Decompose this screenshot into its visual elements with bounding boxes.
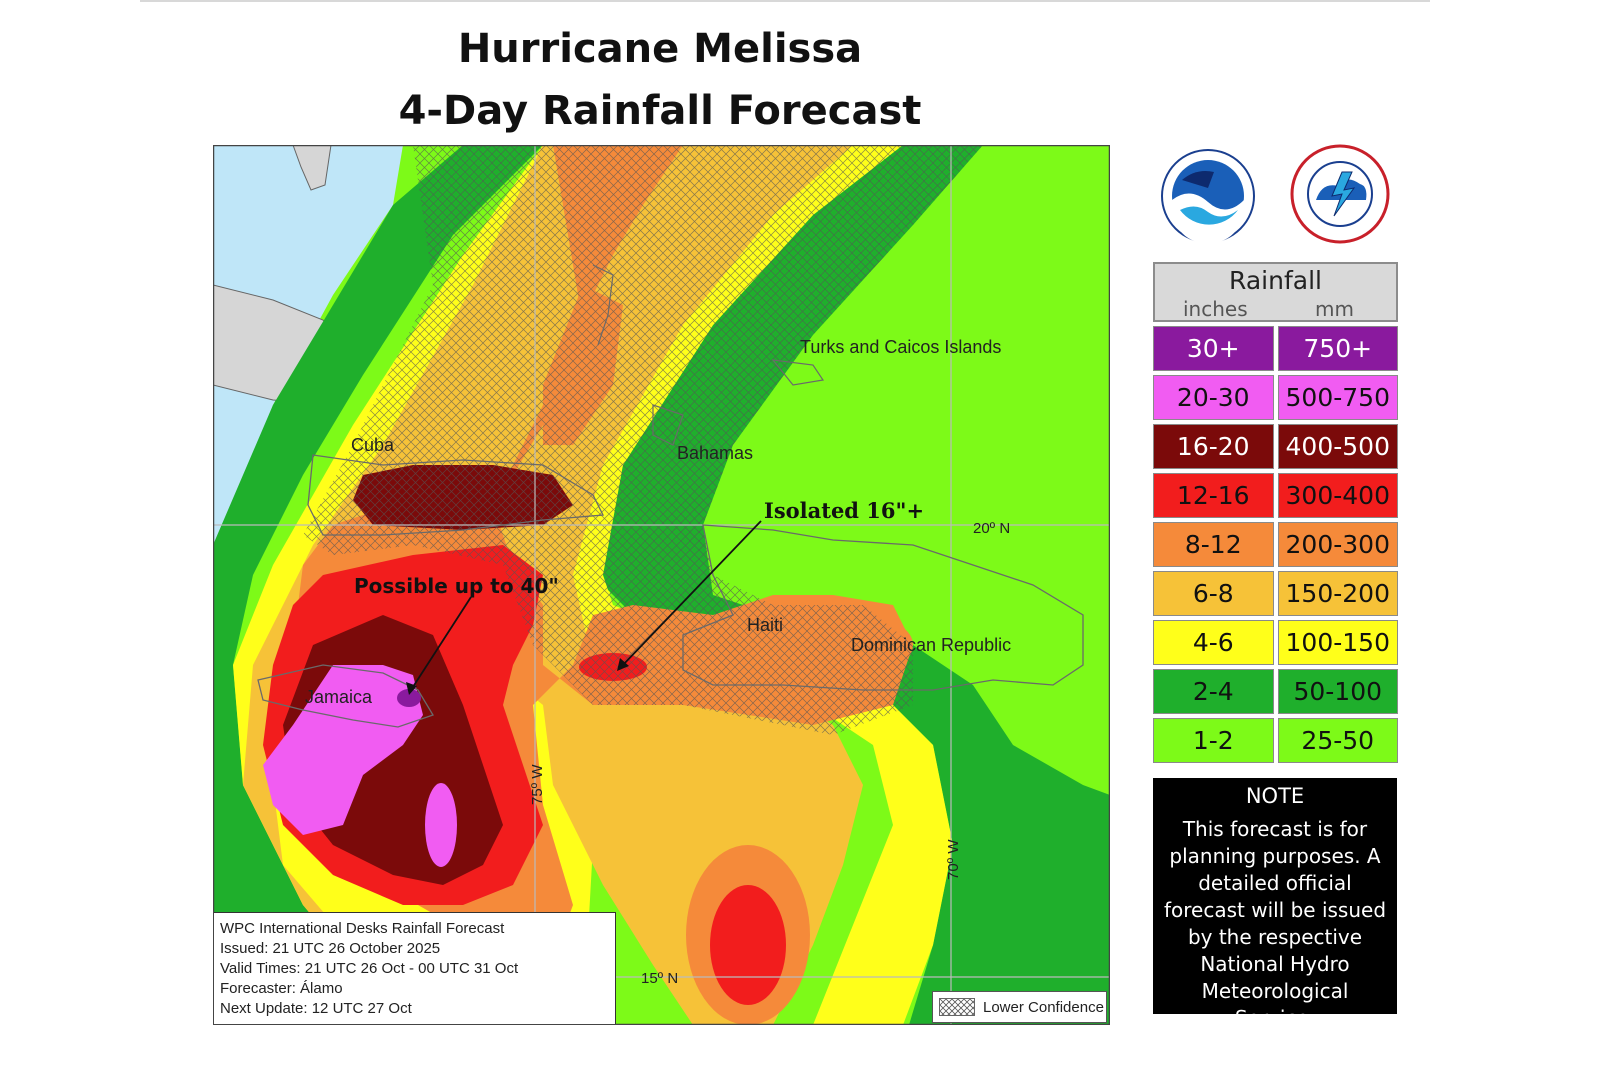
jamaica-outline — [257, 664, 434, 728]
legend-cell-inches: 6-8 — [1153, 571, 1274, 616]
bahamas-outline-1 — [592, 264, 614, 346]
legend-cell-inches: 30+ — [1153, 326, 1274, 371]
map-title: Hurricane Melissa — [457, 26, 863, 72]
zone-12-16-south — [710, 885, 786, 1005]
label-dominican-republic: Dominican Republic — [851, 635, 1011, 655]
legend-title: Rainfall — [1229, 266, 1322, 295]
legend-row: 8-12 200-300 — [1153, 522, 1398, 567]
bahamas-outline-2 — [652, 404, 684, 446]
legend-cell-mm: 750+ — [1277, 326, 1398, 371]
legend-row: 16-20 400-500 — [1153, 424, 1398, 469]
legend-cell-mm: 50-100 — [1277, 669, 1398, 714]
zone-30-plus — [397, 689, 421, 707]
note-box: NOTE This forecast is for planning purpo… — [1153, 778, 1397, 1030]
zone-20-30 — [263, 665, 423, 835]
zone-20-30-east — [425, 783, 457, 867]
map-frame — [213, 145, 1110, 1025]
legend-row: 20-30 500-750 — [1153, 375, 1398, 420]
nws-logo — [1290, 144, 1390, 244]
legend-cell-inches: 20-30 — [1153, 375, 1274, 420]
legend-row: 1-2 25-50 — [1153, 718, 1398, 763]
land-florida — [292, 145, 332, 191]
arrow-haiti — [620, 520, 762, 668]
legend-row: 30+ 750+ — [1153, 326, 1398, 371]
legend-cell-mm: 150-200 — [1277, 571, 1398, 616]
label-lat-15n: 15º N — [641, 970, 678, 987]
legend-cell-mm: 500-750 — [1277, 375, 1398, 420]
legend-unit-mm: mm — [1315, 297, 1354, 321]
cuba-outline — [307, 454, 605, 536]
label-turks-caicos: Turks and Caicos Islands — [800, 337, 1001, 357]
label-lat-20n: 20º N — [973, 520, 1010, 537]
info-line-product: WPC International Desks Rainfall Forecas… — [220, 920, 505, 937]
legend-cell-inches: 1-2 — [1153, 718, 1274, 763]
legend-header: Rainfall inches mm — [1153, 262, 1398, 322]
arrow-jamaica-head — [406, 682, 417, 695]
legend-cell-mm: 300-400 — [1277, 473, 1398, 518]
rainfall-legend: Rainfall inches mm 30+ 750+ 20-30 500-750 16… — [1153, 262, 1398, 763]
info-line-issued: Issued: 21 UTC 26 October 2025 — [220, 940, 441, 957]
rainfall-map[interactable]: Cuba Bahamas Turks and Caicos Islands Ha… — [213, 145, 1110, 1025]
label-bahamas: Bahamas — [677, 443, 753, 463]
lower-confidence-key: Lower Confidence — [932, 991, 1107, 1023]
annotation-isolated-16: Isolated 16"+ — [764, 498, 924, 523]
legend-cell-mm: 400-500 — [1277, 424, 1398, 469]
label-jamaica: Jamaica — [305, 687, 373, 707]
legend-cell-inches: 16-20 — [1153, 424, 1274, 469]
top-divider — [140, 0, 1430, 2]
legend-row: 6-8 150-200 — [1153, 571, 1398, 616]
note-body: This forecast is for planning purposes. … — [1163, 817, 1387, 1030]
info-line-valid: Valid Times: 21 UTC 26 Oct - 00 UTC 31 O… — [220, 960, 519, 977]
info-line-forecaster: Forecaster: Álamo — [220, 980, 343, 997]
legend-cell-mm: 200-300 — [1277, 522, 1398, 567]
legend-cell-mm: 25-50 — [1277, 718, 1398, 763]
forecast-info-box: WPC International Desks Rainfall Forecas… — [214, 912, 616, 1024]
ocean-west — [213, 145, 403, 545]
turks-outline — [771, 359, 825, 386]
label-lon-70w: 70º W — [945, 839, 962, 880]
legend-unit-inches: inches — [1183, 297, 1248, 321]
map-subtitle: 4-Day Rainfall Forecast — [398, 88, 922, 134]
info-line-next-update: Next Update: 12 UTC 27 Oct — [220, 1000, 412, 1017]
legend-cell-inches: 8-12 — [1153, 522, 1274, 567]
note-title: NOTE — [1245, 784, 1305, 808]
hispaniola-outline — [682, 524, 1084, 691]
noaa-logo — [1161, 149, 1255, 244]
lower-confidence-area — [303, 145, 983, 735]
arrow-haiti-head — [617, 658, 629, 671]
legend-cell-inches: 4-6 — [1153, 620, 1274, 665]
legend-row: 4-6 100-150 — [1153, 620, 1398, 665]
legend-row: 12-16 300-400 — [1153, 473, 1398, 518]
label-haiti: Haiti — [747, 615, 783, 635]
annotation-possible-40: Possible up to 40" — [354, 574, 559, 598]
legend-cell-inches: 2-4 — [1153, 669, 1274, 714]
label-cuba: Cuba — [351, 435, 395, 455]
arrow-jamaica — [410, 596, 472, 691]
label-lon-75w: 75º W — [529, 764, 546, 805]
lower-confidence-label: Lower Confidence — [983, 998, 1104, 1016]
legend-cell-inches: 12-16 — [1153, 473, 1274, 518]
hatch-swatch-icon — [939, 998, 975, 1016]
legend-row: 2-4 50-100 — [1153, 669, 1398, 714]
legend-cell-mm: 100-150 — [1277, 620, 1398, 665]
